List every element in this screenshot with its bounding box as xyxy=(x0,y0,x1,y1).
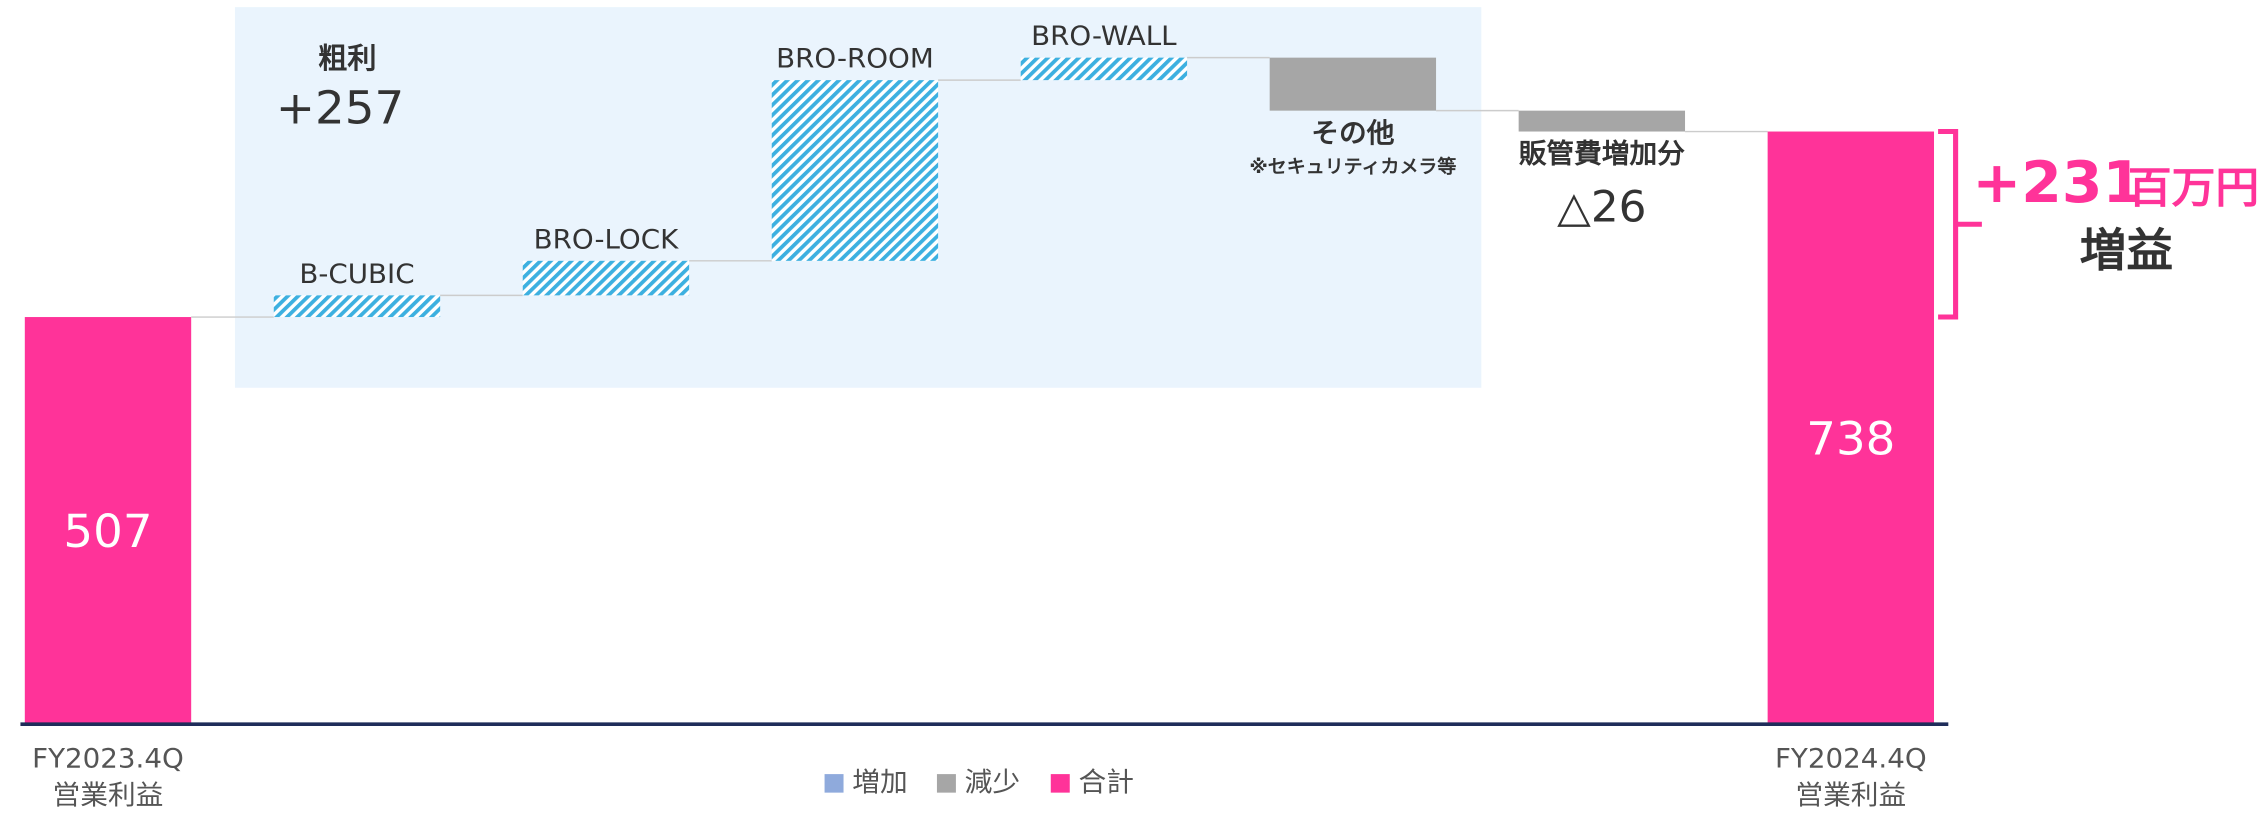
legend-label: 減少 xyxy=(965,768,1020,799)
legend-label: 合計 xyxy=(1079,768,1134,799)
bar xyxy=(1767,131,1935,725)
bar xyxy=(1518,110,1686,132)
x-tick-label: FY2023.4Q xyxy=(32,744,184,775)
category-label: BRO-LOCK xyxy=(534,225,680,256)
change-bracket xyxy=(1938,129,1982,320)
value-label: 738 xyxy=(1806,412,1895,465)
category-label: 販管費増加分 xyxy=(1519,138,1686,170)
change-label: 増益 xyxy=(2080,224,2173,277)
x-tick-note: 営業利益 xyxy=(1795,781,1906,812)
change-unit: 百万円 xyxy=(2128,164,2259,213)
value-label: △26 xyxy=(1557,183,1646,232)
category-label: B-CUBIC xyxy=(299,259,414,290)
legend-swatch xyxy=(1050,774,1070,793)
gross-label: 粗利 xyxy=(318,41,376,75)
category-note: ※セキュリティカメラ等 xyxy=(1249,155,1456,178)
category-label: その他 xyxy=(1311,119,1394,150)
gross-value: +257 xyxy=(276,81,404,134)
bar xyxy=(771,80,939,261)
bar xyxy=(1020,57,1188,81)
category-label: BRO-ROOM xyxy=(776,44,934,75)
change-value: +231 xyxy=(1972,149,2143,216)
bar xyxy=(273,295,441,318)
legend-swatch xyxy=(824,774,844,793)
bar xyxy=(1269,57,1437,111)
value-label: 507 xyxy=(63,505,152,558)
legend-swatch xyxy=(936,774,956,793)
x-tick-note: 営業利益 xyxy=(53,781,164,812)
bar xyxy=(24,317,192,725)
x-tick-label: FY2024.4Q xyxy=(1775,744,1927,775)
legend-label: 増加 xyxy=(852,768,907,799)
bar xyxy=(522,260,690,296)
category-label: BRO-WALL xyxy=(1031,21,1177,52)
